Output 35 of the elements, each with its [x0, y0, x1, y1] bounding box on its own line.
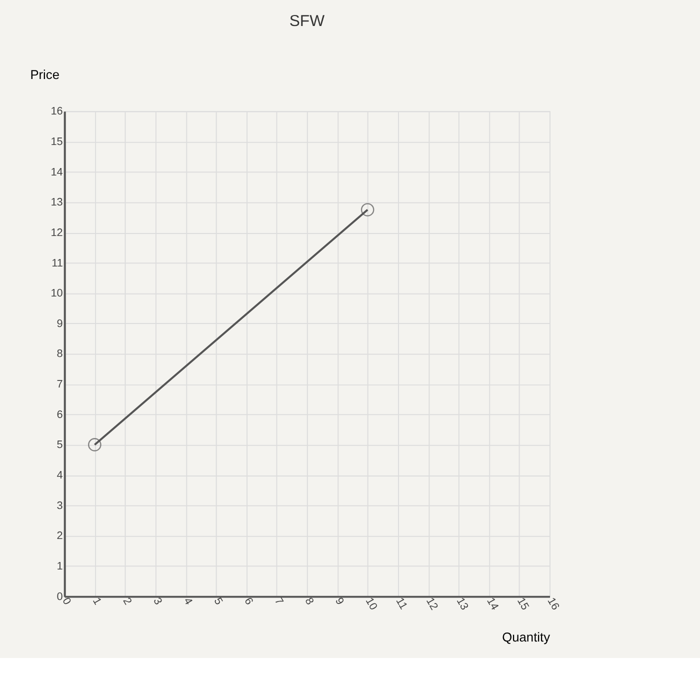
x-axis-title: Quantity: [502, 629, 551, 644]
x-tick-label: 11: [393, 596, 410, 612]
x-tick-label: 6: [242, 596, 256, 608]
y-tick-label: 7: [56, 378, 63, 391]
y-tick-label: 2: [56, 530, 63, 542]
y-tick-label: 14: [50, 166, 63, 178]
x-tick-label: 16: [544, 596, 562, 612]
x-tick-label: 10: [362, 596, 380, 612]
x-tick-label: 5: [211, 596, 225, 608]
x-tick-label: 8: [302, 596, 316, 608]
x-tick-label: 15: [514, 596, 531, 612]
x-tick-label: 7: [272, 596, 286, 608]
x-tick-label: 2: [120, 596, 134, 608]
y-axis-title: Price: [30, 67, 60, 82]
y-tick-label: 13: [50, 196, 63, 209]
y-tick-label: 1: [56, 560, 63, 572]
y-tick-label: 16: [50, 106, 63, 118]
x-tick-label: 12: [424, 596, 440, 612]
y-tick-label: 12: [50, 226, 63, 239]
y-tick-label: 8: [56, 348, 63, 360]
x-tick-label: 9: [332, 596, 346, 608]
chart-title: SFW: [289, 13, 325, 30]
y-tick-label: 4: [56, 470, 63, 482]
y-tick-label: 5: [56, 439, 63, 452]
y-tick-label: 15: [50, 136, 63, 148]
x-tick-label: 13: [454, 596, 470, 612]
x-tick-label: 14: [484, 596, 501, 612]
x-tick-label: 4: [180, 596, 194, 608]
y-tick-label: 11: [52, 257, 63, 270]
y-tick-label: 3: [56, 500, 63, 512]
x-tick-label: 3: [150, 596, 164, 608]
y-tick-label: 10: [50, 288, 63, 300]
y-tick-label: 6: [56, 408, 63, 421]
y-tick-label: 9: [56, 318, 63, 330]
x-tick-label: 1: [90, 596, 104, 608]
